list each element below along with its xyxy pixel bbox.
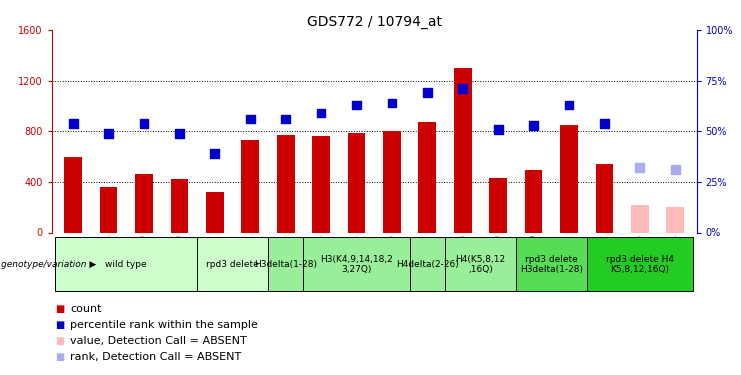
Bar [454,68,471,232]
Bar [64,157,82,232]
Bar [100,187,117,232]
Text: count: count [70,304,102,314]
Bar [206,192,224,232]
Text: percentile rank within the sample: percentile rank within the sample [70,320,259,330]
Text: ■: ■ [55,352,64,362]
Point [350,102,362,108]
Point [315,110,327,116]
Bar [312,136,330,232]
Bar [242,140,259,232]
Text: genotype/variation ▶: genotype/variation ▶ [1,260,96,269]
Text: ■: ■ [55,304,64,314]
Bar [596,164,614,232]
Point [67,120,79,126]
Text: H3delta(1-28): H3delta(1-28) [254,260,317,269]
Title: GDS772 / 10794_at: GDS772 / 10794_at [307,15,442,29]
Text: value, Detection Call = ABSENT: value, Detection Call = ABSENT [70,336,247,346]
Bar [410,237,445,291]
Bar [383,131,401,232]
Point [279,116,291,122]
Text: rpd3 delete H4
K5,8,12,16Q): rpd3 delete H4 K5,8,12,16Q) [606,255,674,274]
Point [669,167,681,173]
Point [457,86,469,92]
Bar [419,122,436,232]
Text: ■: ■ [55,320,64,330]
Text: H4(K5,8,12
,16Q): H4(K5,8,12 ,16Q) [456,255,505,274]
Point [634,165,646,171]
Text: rpd3 delete
H3delta(1-28): rpd3 delete H3delta(1-28) [520,255,583,274]
Bar [277,135,294,232]
Bar [170,179,188,232]
Point [173,130,185,136]
Point [386,100,398,106]
Point [422,90,433,96]
Point [492,126,504,132]
Text: H4delta(2-26): H4delta(2-26) [396,260,459,269]
Point [102,130,114,136]
Bar [303,237,410,291]
Bar [631,205,648,232]
Text: ■: ■ [55,336,64,346]
Bar [268,237,303,291]
Bar [197,237,268,291]
Point [563,102,575,108]
Bar [445,237,516,291]
Point [599,120,611,126]
Bar [560,125,578,232]
Point [245,116,256,122]
Bar [348,132,365,232]
Text: rank, Detection Call = ABSENT: rank, Detection Call = ABSENT [70,352,242,362]
Bar [525,171,542,232]
Bar [587,237,693,291]
Text: H3(K4,9,14,18,2
3,27Q): H3(K4,9,14,18,2 3,27Q) [320,255,393,274]
Bar [489,178,507,232]
Bar [56,237,197,291]
Point [138,120,150,126]
Text: rpd3 delete: rpd3 delete [206,260,259,269]
Bar [135,174,153,232]
Text: wild type: wild type [105,260,147,269]
Point [209,150,221,156]
Bar [666,207,684,232]
Point [528,122,539,128]
Bar [516,237,587,291]
